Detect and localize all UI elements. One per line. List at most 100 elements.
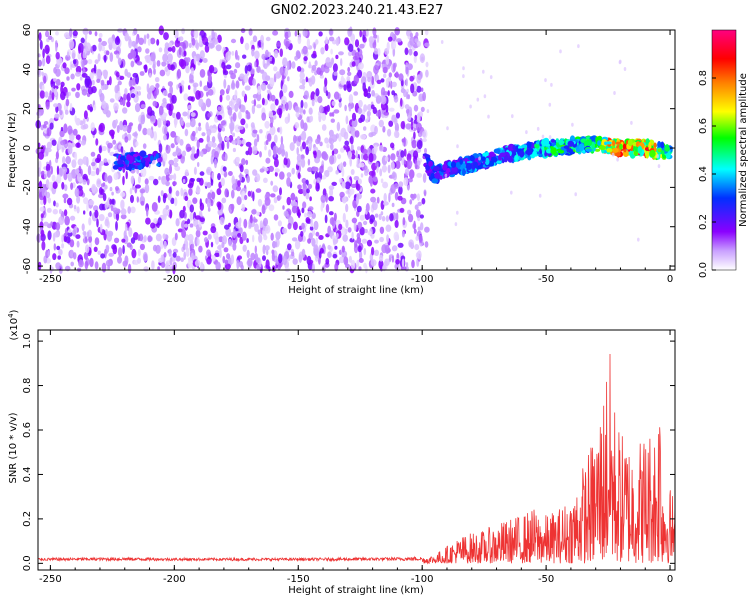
spectrogram-cell: [226, 139, 230, 150]
x-tick-label: -50: [538, 574, 554, 585]
spectrogram-cell: [406, 153, 412, 162]
spectrogram-cell: [342, 234, 349, 242]
spectrogram-cell: [102, 182, 106, 187]
spectrogram-cell: [264, 49, 269, 58]
spectrogram-cell: [130, 194, 134, 204]
spectrogram-cell: [585, 148, 593, 152]
spectrogram-cell: [46, 207, 52, 213]
spectrogram-cell: [409, 32, 413, 38]
spectrogram-cell: [559, 49, 562, 54]
spectrogram-cell: [421, 130, 427, 138]
spectrogram-cell: [45, 55, 51, 65]
spectrogram-cell: [253, 138, 258, 148]
spectrogram-cell: [117, 256, 122, 264]
spectrogram-cell: [344, 104, 347, 112]
spectrogram-cell: [413, 104, 419, 112]
spectrogram-cell: [187, 104, 192, 110]
spectrogram-cell: [157, 217, 162, 226]
spectrogram-cell: [416, 40, 421, 48]
spectrogram-cell: [263, 177, 268, 183]
spectrogram-cell: [156, 163, 160, 167]
spectrogram-cells: [35, 25, 673, 275]
spectrogram-cell: [196, 238, 200, 246]
spectrogram-cell: [319, 165, 324, 174]
spectrogram-cell: [401, 258, 405, 268]
spectrogram-cell: [331, 111, 335, 117]
spectrogram-cell: [371, 170, 376, 179]
spectrogram-cell: [164, 66, 169, 72]
spectrogram-cell: [156, 39, 160, 46]
spectrogram-cell: [217, 173, 221, 181]
spectrogram-cell: [259, 220, 264, 228]
spectrogram-cell: [619, 143, 623, 150]
spectrogram-cell: [137, 175, 141, 184]
spectrogram-cell: [216, 188, 222, 196]
spectrogram-cell: [235, 178, 239, 189]
spectrogram-cell: [394, 191, 399, 201]
spectrogram-cell: [348, 105, 352, 112]
spectrogram-cell: [353, 221, 357, 232]
spectrogram-cell: [252, 94, 258, 99]
spectrogram-cell: [99, 92, 105, 103]
spectrogram-cell: [93, 205, 99, 212]
spectrogram-cell: [244, 85, 251, 91]
spectrogram-cell: [109, 198, 113, 205]
spectrogram-cell: [399, 207, 405, 213]
spectrogram-cell: [535, 141, 540, 145]
spectrogram-cell: [414, 159, 418, 170]
spectrogram-cell: [412, 123, 417, 128]
spectrogram-cell: [174, 232, 178, 241]
spectrogram-cell: [370, 196, 377, 203]
spectrogram-cell: [244, 42, 250, 51]
spectrogram-cell: [355, 150, 358, 159]
spectrogram-cell: [105, 229, 108, 235]
spectrogram-cell: [145, 160, 150, 168]
spectrogram-cell: [291, 205, 297, 214]
spectrogram-cell: [305, 146, 309, 156]
spectrogram-cell: [326, 143, 330, 149]
spectrogram-cell: [514, 155, 518, 162]
spectrogram-cell: [132, 132, 139, 137]
spectrogram-cell: [90, 151, 96, 157]
colorbar-label: Normalized spectral amplitude: [738, 73, 749, 227]
spectrogram-cell: [333, 71, 338, 76]
spectrogram-cell: [55, 222, 61, 231]
spectrogram-cell: [657, 141, 662, 149]
spectrogram-cell: [425, 164, 430, 171]
spectrogram-cell: [47, 230, 52, 241]
spectrogram-cell: [253, 216, 256, 223]
spectrogram-cell: [195, 229, 201, 238]
spectrogram-cell: [208, 73, 212, 84]
spectrogram-cell: [123, 93, 128, 101]
spectrogram-cell: [124, 68, 128, 77]
spectrogram-cell: [358, 162, 365, 168]
spectrogram-cell: [231, 139, 237, 145]
spectrogram-cell: [237, 233, 242, 238]
spectrogram-cell: [58, 249, 63, 256]
spectrogram-cell: [134, 103, 141, 113]
spectrogram-cell: [230, 203, 235, 211]
spectrogram-cell: [259, 151, 262, 158]
spectrogram-cell: [91, 86, 97, 94]
spectrogram-cell: [122, 175, 125, 186]
spectrogram-cell: [230, 121, 235, 132]
spectrogram-cell: [648, 141, 652, 150]
spectrogram-cell: [130, 175, 135, 185]
spectrogram-cell: [491, 156, 498, 163]
y-tick-label: 0.0: [22, 555, 33, 571]
spectrogram-cell: [55, 43, 58, 52]
spectrogram-cell: [104, 184, 108, 190]
spectrogram-cell: [372, 27, 377, 36]
spectrogram-cell: [139, 150, 147, 157]
spectrogram-cell: [265, 259, 270, 269]
spectrogram-cell: [231, 189, 235, 199]
snr-x-axis-label: Height of straight line (km): [288, 585, 424, 596]
spectrogram-cell: [98, 187, 103, 195]
colorbar: 0.0 0.2 0.4 0.6 0.8 Normalized spectral ampl…: [698, 29, 749, 278]
spectrogram-cell: [263, 167, 269, 172]
spectrogram-cell: [142, 143, 147, 149]
spectrogram-cell: [371, 201, 378, 211]
spectrogram-cell: [260, 82, 267, 91]
spectrogram-cell: [612, 140, 616, 147]
spectrogram-cell: [215, 44, 222, 52]
